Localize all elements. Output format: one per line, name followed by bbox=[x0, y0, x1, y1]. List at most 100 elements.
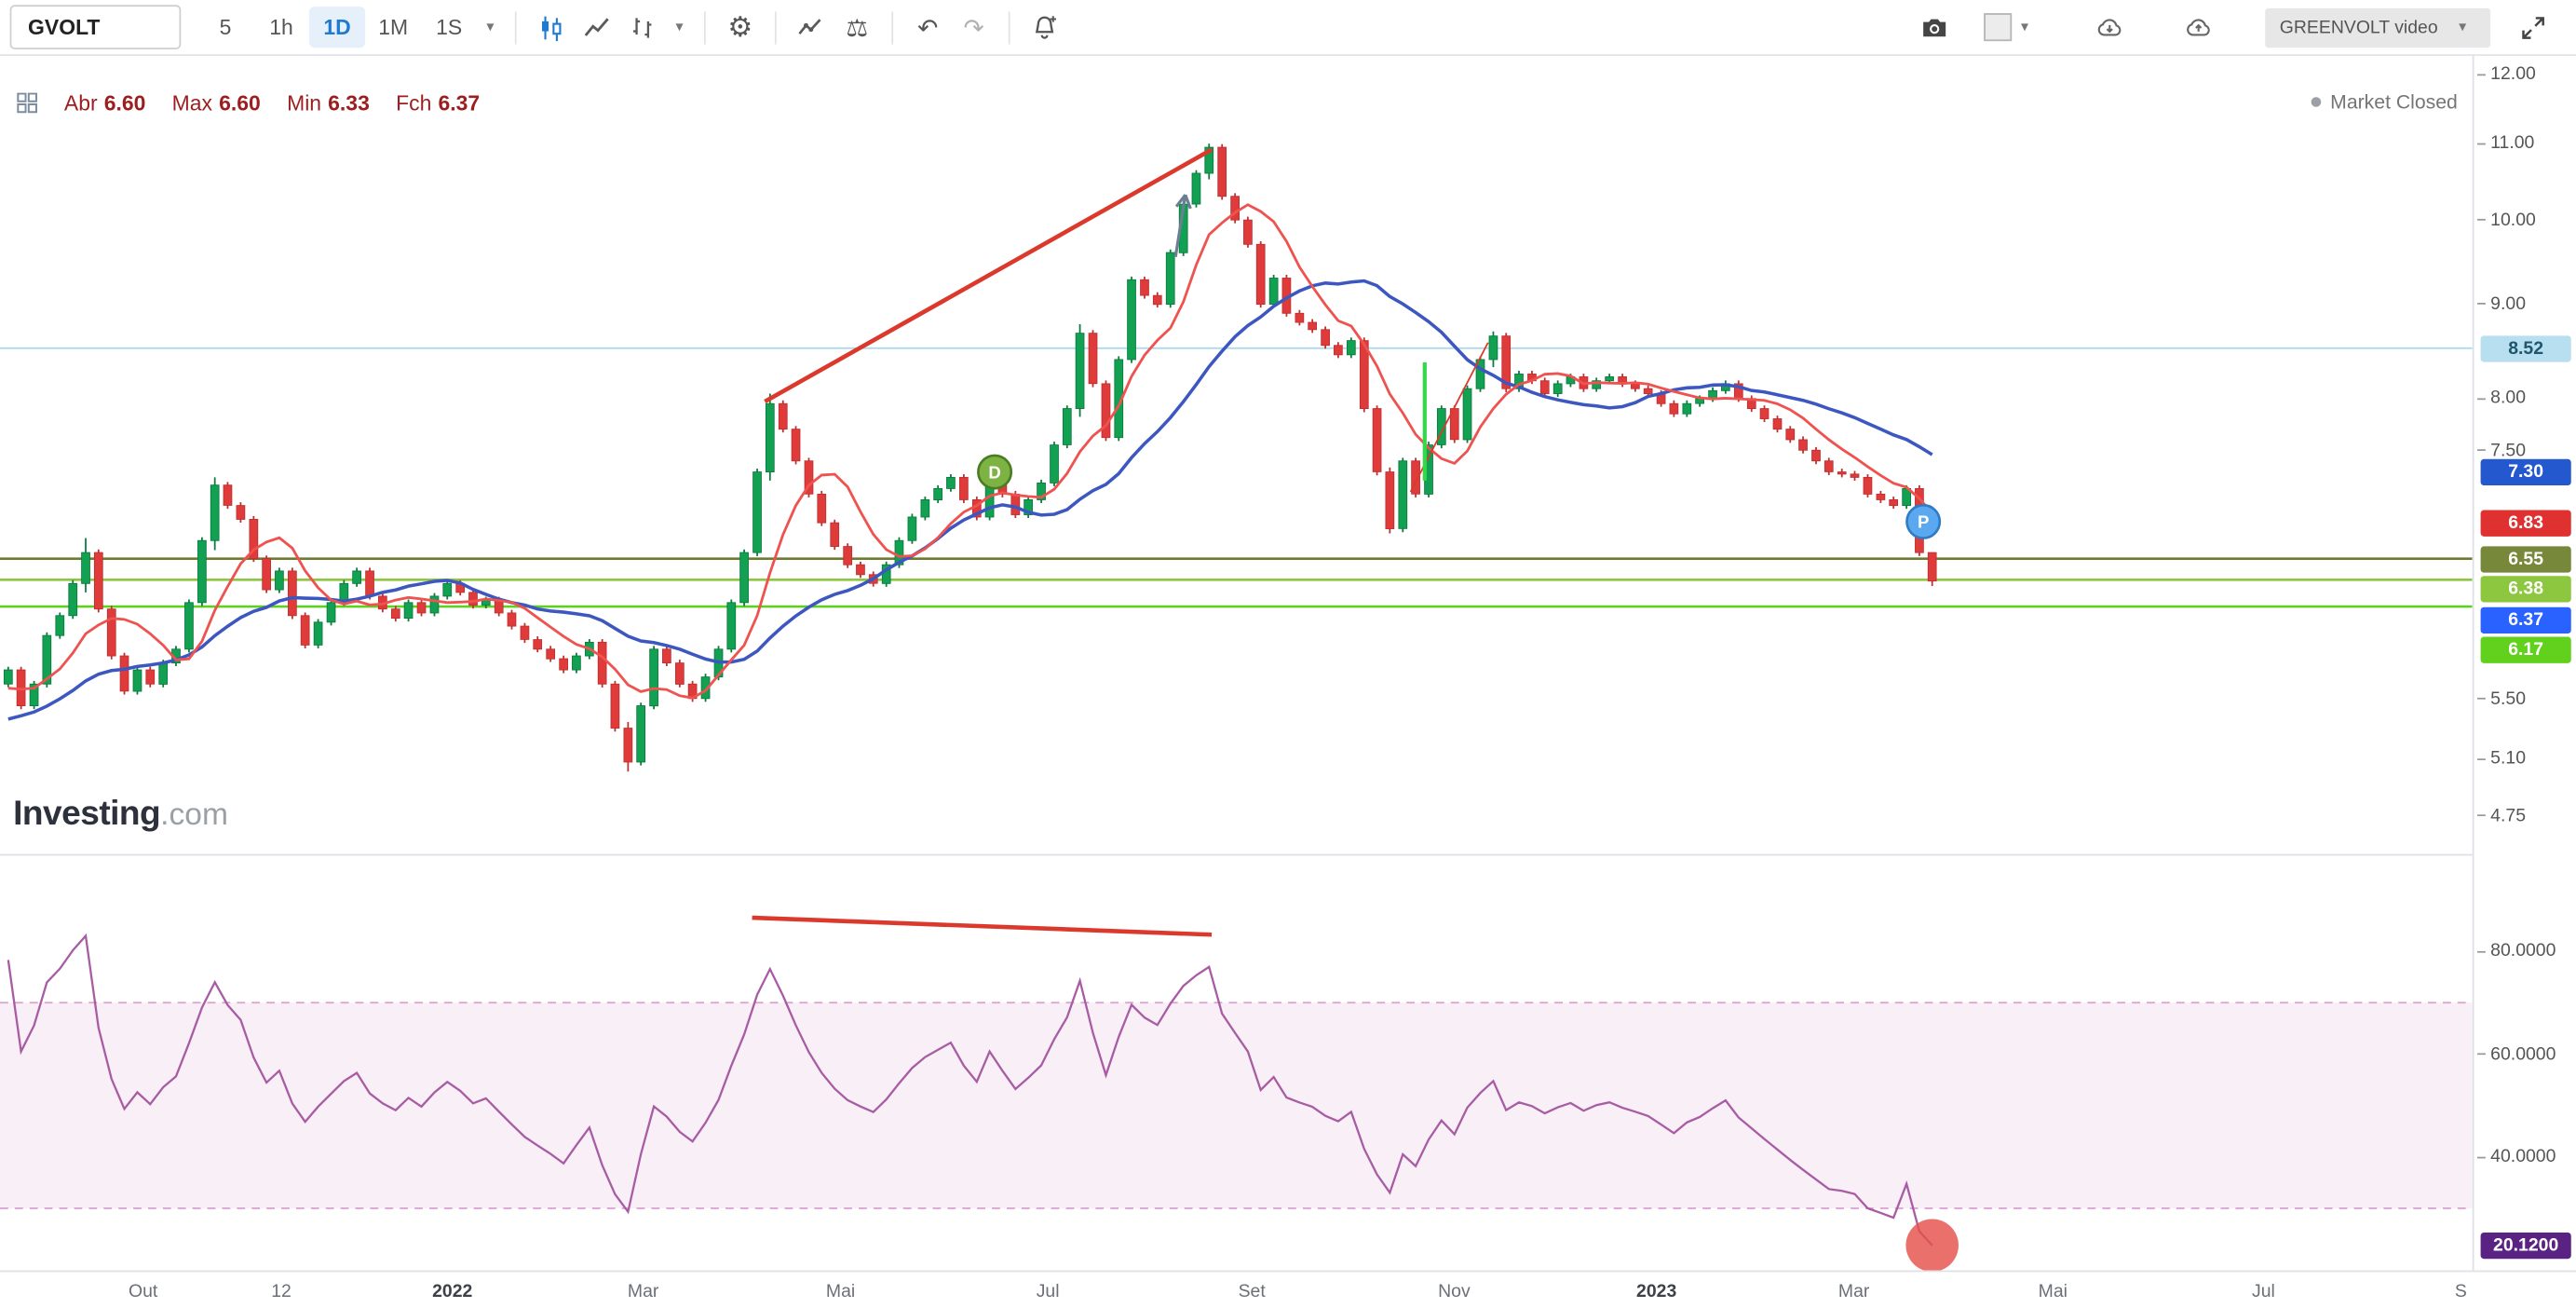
time-label: S bbox=[2454, 1281, 2467, 1302]
rsi-highlight-circle[interactable] bbox=[1905, 1219, 1959, 1271]
time-label: Mai bbox=[2038, 1281, 2068, 1302]
cloud-download-button[interactable] bbox=[2087, 5, 2133, 49]
price-axis[interactable]: 12.00 11.00 10.00 9.00 8.00 7.50 5.50 5.10 4.75 8… bbox=[2472, 56, 2576, 856]
chevron-down-icon: ▾ bbox=[2020, 18, 2028, 35]
rsi-axis[interactable]: 80.0000 60.0000 40.0000 20.1200 bbox=[2472, 855, 2576, 1271]
instrument-grid-icon bbox=[17, 92, 37, 114]
chevron-down-icon: ▾ bbox=[2459, 18, 2467, 35]
toolbar-right-group: ▾ GREENVOLT video ▾ bbox=[1911, 5, 2569, 49]
candlestick-icon bbox=[541, 15, 562, 41]
price-badge: 6.55 bbox=[2480, 546, 2571, 573]
toolbar-separator bbox=[703, 10, 706, 44]
screenshot-button[interactable] bbox=[1911, 5, 1957, 49]
event-marker-P[interactable]: P bbox=[1905, 503, 1942, 539]
cloud-upload-button[interactable] bbox=[2176, 5, 2221, 49]
gear-icon: ⚙ bbox=[727, 10, 753, 43]
price-tick: 8.00 bbox=[2477, 388, 2526, 408]
toolbar-separator bbox=[774, 10, 777, 44]
time-label: 2023 bbox=[1636, 1281, 1677, 1302]
price-badge: 6.38 bbox=[2480, 576, 2571, 603]
symbol-input[interactable]: GVOLT bbox=[9, 5, 182, 49]
time-label: Jul bbox=[2252, 1281, 2275, 1302]
legend-close: Fch 6.37 bbox=[396, 90, 481, 116]
undo-icon: ↶ bbox=[917, 14, 939, 43]
chevron-down-icon: ▾ bbox=[675, 18, 684, 35]
price-tick: 7.50 bbox=[2477, 441, 2526, 460]
time-label: Mai bbox=[825, 1281, 856, 1302]
time-label: 2022 bbox=[432, 1281, 473, 1302]
alert-button[interactable] bbox=[1022, 5, 1067, 49]
interval-button-1M[interactable]: 1M bbox=[365, 7, 421, 48]
indicators-icon bbox=[798, 18, 821, 34]
price-tick: 4.75 bbox=[2477, 806, 2526, 825]
fullscreen-button[interactable] bbox=[2510, 5, 2556, 49]
ma-slow-line[interactable] bbox=[7, 279, 1933, 721]
price-tick: 10.00 bbox=[2477, 211, 2536, 230]
bar-chart-icon bbox=[633, 17, 652, 37]
ma-fast-line[interactable] bbox=[7, 203, 1933, 700]
bar-type-button[interactable] bbox=[620, 5, 666, 49]
toolbar-separator bbox=[891, 10, 894, 44]
price-tick: 5.10 bbox=[2477, 749, 2526, 769]
bell-plus-icon bbox=[1035, 15, 1056, 38]
chevron-down-icon: ▾ bbox=[486, 18, 495, 35]
redo-button[interactable]: ↷ bbox=[951, 5, 997, 49]
settings-button[interactable]: ⚙ bbox=[717, 5, 763, 49]
legend-low: Min 6.33 bbox=[287, 90, 370, 116]
time-label: Set bbox=[1238, 1281, 1266, 1302]
time-label: Jul bbox=[1036, 1281, 1060, 1302]
price-badge: 6.83 bbox=[2480, 510, 2571, 537]
cloud-upload-icon bbox=[2187, 18, 2211, 35]
price-tick: 11.00 bbox=[2477, 134, 2534, 154]
interval-button-5[interactable]: 5 bbox=[197, 7, 253, 48]
undo-button[interactable]: ↶ bbox=[904, 5, 950, 49]
video-button[interactable]: GREENVOLT video ▾ bbox=[2264, 7, 2491, 48]
theme-button[interactable]: ▾ bbox=[1977, 5, 2044, 49]
price-badge: 6.17 bbox=[2480, 636, 2571, 663]
investing-watermark: Investing.com bbox=[13, 795, 228, 833]
line-type-button[interactable] bbox=[574, 5, 619, 49]
price-chart[interactable]: DP bbox=[0, 56, 2473, 855]
candles[interactable] bbox=[3, 143, 1937, 772]
price-badge: 7.30 bbox=[2480, 458, 2571, 486]
pane-divider[interactable] bbox=[0, 853, 2576, 856]
time-label: Mar bbox=[627, 1281, 659, 1302]
toolbar: GVOLT 5 1h 1D 1M 1S ▾ ▾ bbox=[0, 0, 2576, 57]
price-tick: 5.50 bbox=[2477, 688, 2526, 708]
interval-button-1h[interactable]: 1h bbox=[253, 7, 309, 48]
rsi-tick: 40.0000 bbox=[2477, 1147, 2556, 1166]
rsi-band bbox=[0, 1002, 2473, 1208]
trendline-drawing[interactable] bbox=[764, 147, 1213, 403]
time-label: 12 bbox=[271, 1281, 291, 1302]
rsi-trendline-drawing[interactable] bbox=[752, 915, 1213, 937]
status-dot-icon bbox=[2310, 97, 2321, 107]
time-axis[interactable]: Out 12 2022 Mar Mai Jul Set Nov 2023 Mar Mai Jul S bbox=[0, 1270, 2576, 1308]
rsi-line[interactable] bbox=[7, 933, 1933, 1247]
price-badge: 8.52 bbox=[2480, 335, 2571, 362]
small-trendline-drawing[interactable] bbox=[1409, 342, 1489, 493]
price-tick: 9.00 bbox=[2477, 294, 2526, 314]
event-marker-D[interactable]: D bbox=[977, 454, 1013, 490]
interval-button-1S[interactable]: 1S bbox=[421, 7, 477, 48]
redo-icon: ↷ bbox=[963, 14, 984, 43]
cloud-download-icon bbox=[2098, 18, 2122, 35]
rsi-chart[interactable] bbox=[0, 855, 2473, 1271]
chart-type-dropdown-caret[interactable]: ▾ bbox=[666, 5, 692, 49]
indicators-button[interactable] bbox=[788, 5, 834, 49]
up-arrow-drawing[interactable] bbox=[1173, 194, 1192, 257]
price-tick: 12.00 bbox=[2477, 64, 2536, 84]
candlestick-type-button[interactable] bbox=[528, 5, 574, 49]
scales-icon: ⚖ bbox=[846, 14, 869, 43]
video-button-label: GREENVOLT video bbox=[2279, 17, 2438, 37]
symbol-label: GVOLT bbox=[28, 14, 101, 40]
interval-dropdown-caret[interactable]: ▾ bbox=[477, 5, 503, 49]
toolbar-separator bbox=[514, 10, 517, 44]
interval-button-1D[interactable]: 1D bbox=[309, 7, 366, 48]
legend-open: Abr 6.60 bbox=[63, 90, 146, 116]
time-label: Out bbox=[129, 1281, 158, 1302]
compare-button[interactable]: ⚖ bbox=[834, 5, 880, 49]
time-label: Mar bbox=[1837, 1281, 1870, 1302]
interval-group: 5 1h 1D 1M 1S bbox=[197, 7, 477, 48]
expand-icon bbox=[2522, 16, 2544, 38]
